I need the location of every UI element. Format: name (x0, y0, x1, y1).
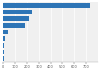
Bar (3, 30, 8, 34)
Bar (3, 16, 29, 21)
Bar (3, 50, 4, 54)
Bar (3, 23, 25, 28)
Bar (3, 10, 32, 14)
Bar (3, 43, 4, 48)
Bar (3, 36, 5, 41)
Bar (3, 3, 90, 8)
Bar (3, 56, 4, 61)
